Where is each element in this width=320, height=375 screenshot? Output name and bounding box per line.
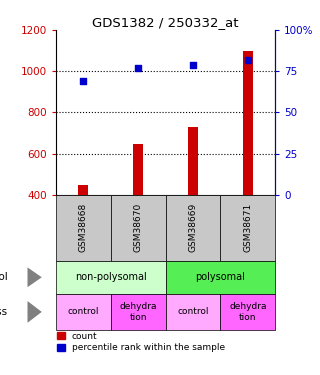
Text: protocol: protocol bbox=[0, 272, 8, 282]
Bar bbox=[166, 261, 275, 294]
Text: GSM38671: GSM38671 bbox=[243, 203, 252, 252]
Legend: count, percentile rank within the sample: count, percentile rank within the sample bbox=[54, 328, 228, 356]
Polygon shape bbox=[28, 301, 42, 323]
Bar bbox=[56, 294, 111, 330]
Text: control: control bbox=[177, 308, 209, 316]
Text: polysomal: polysomal bbox=[196, 272, 245, 282]
Text: GSM38669: GSM38669 bbox=[188, 203, 197, 252]
Title: GDS1382 / 250332_at: GDS1382 / 250332_at bbox=[92, 16, 239, 29]
Text: dehydra
tion: dehydra tion bbox=[119, 302, 157, 322]
Text: GSM38670: GSM38670 bbox=[134, 203, 143, 252]
Bar bbox=[220, 294, 275, 330]
Bar bbox=[166, 195, 220, 261]
Bar bbox=[56, 195, 111, 261]
Text: GSM38668: GSM38668 bbox=[79, 203, 88, 252]
Bar bbox=[243, 51, 253, 195]
Polygon shape bbox=[28, 267, 42, 287]
Text: stress: stress bbox=[0, 307, 8, 317]
Bar bbox=[78, 184, 88, 195]
Bar bbox=[111, 294, 166, 330]
Text: control: control bbox=[68, 308, 99, 316]
Bar bbox=[133, 144, 143, 195]
Text: dehydra
tion: dehydra tion bbox=[229, 302, 267, 322]
Bar bbox=[56, 261, 166, 294]
Point bbox=[245, 57, 250, 63]
Point bbox=[190, 62, 196, 68]
Bar bbox=[166, 294, 220, 330]
Bar bbox=[188, 127, 198, 195]
Bar bbox=[220, 195, 275, 261]
Text: non-polysomal: non-polysomal bbox=[75, 272, 147, 282]
Bar bbox=[111, 195, 166, 261]
Point bbox=[81, 78, 86, 84]
Point bbox=[136, 65, 141, 71]
